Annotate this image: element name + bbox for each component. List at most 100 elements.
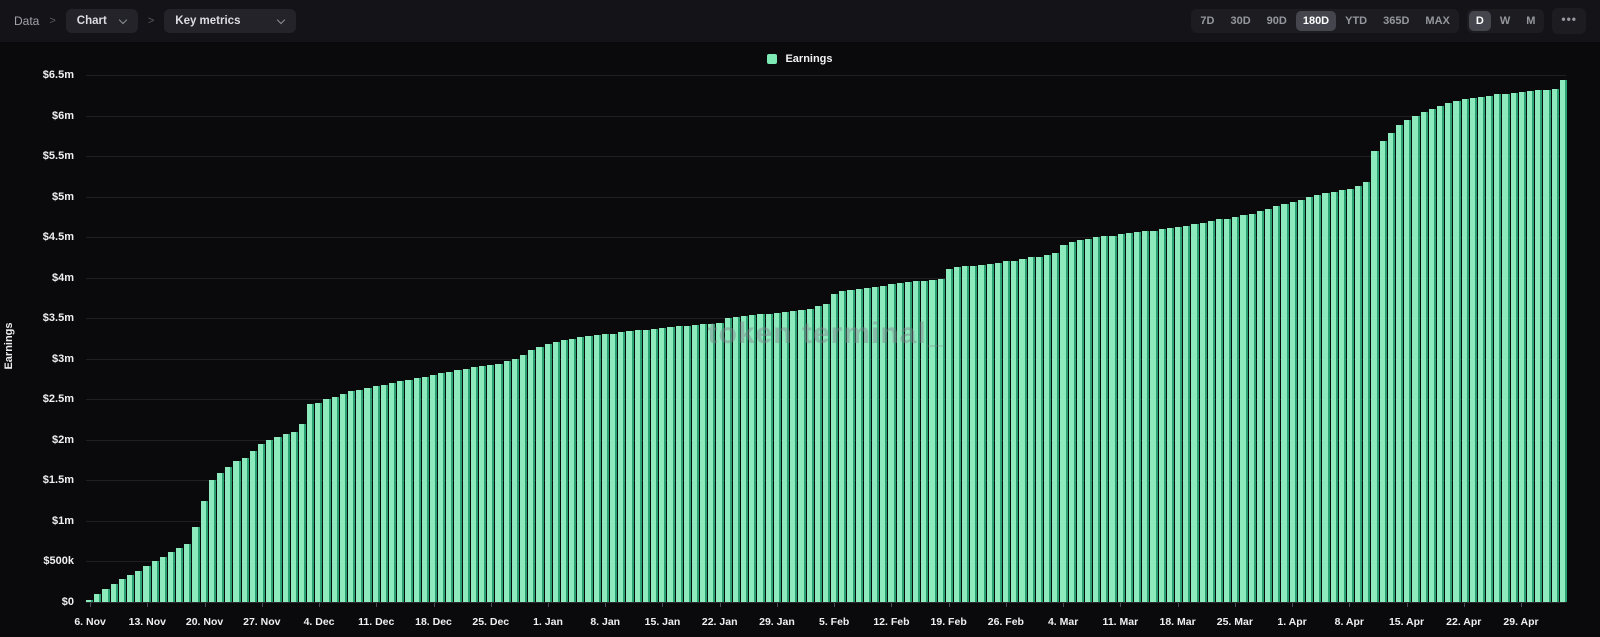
earnings-bar[interactable] — [1510, 92, 1518, 602]
earnings-bar[interactable] — [1174, 226, 1183, 602]
earnings-bar[interactable] — [298, 423, 307, 602]
earnings-bar[interactable] — [1396, 125, 1404, 602]
earnings-bar[interactable] — [339, 393, 347, 602]
earnings-bar[interactable] — [380, 384, 388, 602]
earnings-bar[interactable] — [1445, 103, 1453, 602]
earnings-bar[interactable] — [413, 378, 421, 602]
earnings-bar[interactable] — [405, 379, 413, 602]
earnings-bar[interactable] — [495, 363, 503, 602]
earnings-bar[interactable] — [266, 439, 274, 602]
earnings-bar[interactable] — [929, 280, 937, 602]
earnings-bar[interactable] — [1379, 141, 1387, 602]
earnings-bar[interactable] — [184, 543, 192, 602]
earnings-bar[interactable] — [544, 344, 552, 602]
earnings-bar[interactable] — [1265, 208, 1273, 602]
earnings-bar[interactable] — [994, 263, 1002, 602]
earnings-bar[interactable] — [1502, 93, 1510, 602]
earnings-bar[interactable] — [1134, 232, 1142, 602]
earnings-bar[interactable] — [610, 333, 618, 602]
earnings-bar[interactable] — [151, 561, 159, 602]
earnings-bar[interactable] — [1469, 97, 1477, 602]
earnings-bar[interactable] — [896, 283, 904, 602]
earnings-bar[interactable] — [1420, 112, 1428, 602]
earnings-bar[interactable] — [143, 565, 151, 602]
earnings-bar[interactable] — [675, 326, 683, 602]
earnings-bar[interactable] — [634, 330, 642, 602]
earnings-bar[interactable] — [773, 313, 781, 602]
earnings-bar[interactable] — [831, 293, 839, 602]
earnings-bar[interactable] — [462, 368, 470, 602]
earnings-bar[interactable] — [1256, 211, 1264, 602]
earnings-bar[interactable] — [1428, 109, 1436, 602]
earnings-bar[interactable] — [1117, 233, 1125, 602]
earnings-bar[interactable] — [1142, 231, 1150, 602]
earnings-bar[interactable] — [282, 434, 290, 602]
earnings-bar[interactable] — [1240, 215, 1248, 602]
earnings-bar[interactable] — [159, 557, 167, 602]
earnings-bar[interactable] — [1387, 133, 1395, 602]
earnings-bar[interactable] — [953, 267, 962, 602]
earnings-bar[interactable] — [519, 354, 528, 602]
earnings-bar[interactable] — [1076, 240, 1084, 602]
earnings-bar[interactable] — [716, 323, 724, 602]
earnings-bar[interactable] — [1436, 105, 1445, 602]
earnings-bar[interactable] — [1412, 115, 1420, 602]
earnings-bar[interactable] — [364, 387, 372, 602]
earnings-bar[interactable] — [200, 500, 208, 602]
earnings-bar[interactable] — [487, 365, 495, 602]
earnings-bar[interactable] — [691, 324, 700, 602]
earnings-bar[interactable] — [569, 338, 577, 602]
earnings-bar[interactable] — [536, 346, 544, 602]
earnings-bar[interactable] — [290, 431, 298, 602]
chart-legend[interactable]: Earnings — [0, 48, 1600, 70]
earnings-bar[interactable] — [1518, 92, 1526, 602]
breadcrumb-data[interactable]: Data — [14, 14, 40, 28]
earnings-bar[interactable] — [814, 306, 822, 602]
earnings-bar[interactable] — [659, 327, 667, 602]
earnings-bar[interactable] — [1158, 229, 1166, 602]
earnings-bar[interactable] — [1486, 96, 1494, 602]
earnings-bar[interactable] — [217, 473, 225, 602]
earnings-bar[interactable] — [1060, 245, 1068, 602]
earnings-bar[interactable] — [1338, 190, 1346, 602]
earnings-bar[interactable] — [1207, 220, 1215, 602]
earnings-bar[interactable] — [683, 325, 691, 602]
range-button-365d[interactable]: 365D — [1376, 11, 1416, 31]
earnings-bar[interactable] — [192, 526, 200, 602]
earnings-bar[interactable] — [1003, 261, 1011, 602]
earnings-bar[interactable] — [118, 579, 126, 602]
granularity-button-m[interactable]: M — [1519, 11, 1542, 31]
earnings-bar[interactable] — [1125, 233, 1133, 602]
granularity-button-d[interactable]: D — [1468, 11, 1491, 31]
earnings-bar[interactable] — [822, 303, 831, 602]
earnings-bar[interactable] — [847, 289, 855, 602]
earnings-bar[interactable] — [1314, 195, 1322, 602]
earnings-bar[interactable] — [1199, 222, 1207, 602]
earnings-bar[interactable] — [593, 335, 601, 602]
earnings-bar[interactable] — [233, 460, 241, 602]
earnings-bar[interactable] — [307, 404, 315, 602]
earnings-bar[interactable] — [888, 284, 896, 602]
earnings-bar[interactable] — [1322, 193, 1330, 602]
range-button-90d[interactable]: 90D — [1260, 11, 1294, 31]
earnings-bar[interactable] — [1551, 88, 1559, 602]
earnings-bar[interactable] — [1166, 228, 1174, 602]
earnings-bar[interactable] — [331, 396, 339, 602]
earnings-bar[interactable] — [110, 584, 118, 602]
earnings-bar[interactable] — [1273, 206, 1281, 602]
earnings-bar[interactable] — [126, 575, 135, 602]
earnings-bar[interactable] — [880, 285, 888, 602]
earnings-bar[interactable] — [102, 589, 110, 602]
earnings-bar[interactable] — [1363, 182, 1371, 602]
earnings-bar[interactable] — [749, 315, 757, 602]
earnings-bar[interactable] — [1027, 257, 1035, 602]
earnings-bar[interactable] — [585, 336, 593, 602]
earnings-bar[interactable] — [1150, 230, 1158, 602]
earnings-bar[interactable] — [700, 323, 708, 602]
earnings-bar[interactable] — [1191, 224, 1199, 602]
earnings-bar[interactable] — [167, 551, 176, 602]
earnings-bar[interactable] — [1559, 79, 1567, 602]
earnings-bar[interactable] — [1068, 242, 1076, 602]
earnings-bar[interactable] — [372, 386, 380, 602]
earnings-bar[interactable] — [560, 340, 569, 602]
